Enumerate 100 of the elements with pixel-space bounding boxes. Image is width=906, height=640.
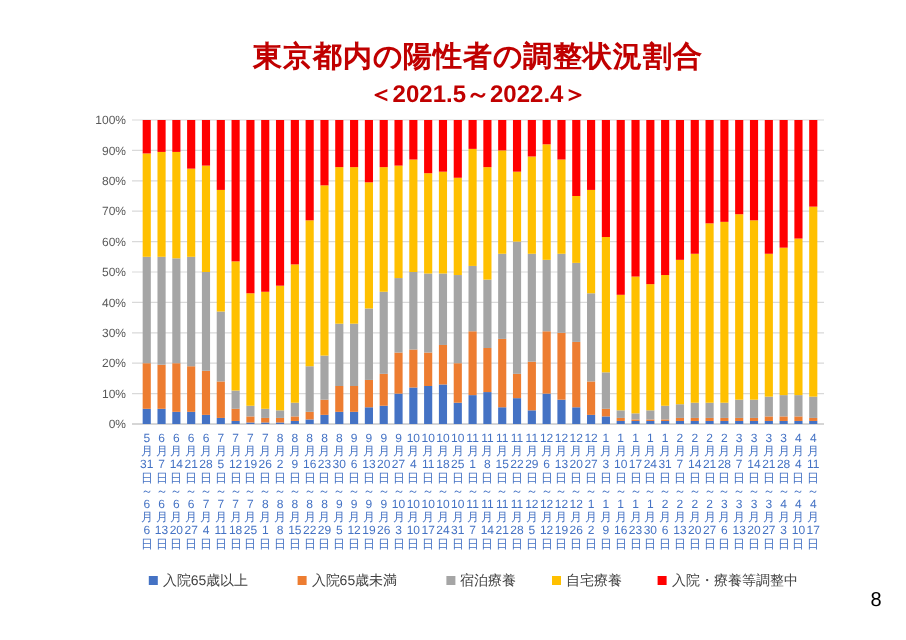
bar [498, 407, 507, 424]
bar [498, 338, 507, 408]
bar [157, 151, 166, 257]
bar [201, 120, 211, 166]
bar [779, 247, 788, 396]
bar [512, 171, 522, 242]
bar [468, 148, 477, 266]
bar [187, 120, 196, 169]
chart-title: 東京都内の陽性者の調整状況割合 [251, 38, 703, 74]
bar [483, 279, 492, 348]
bar [424, 173, 433, 274]
bar [379, 167, 388, 292]
bar [187, 168, 196, 257]
bar [275, 285, 285, 411]
bar [157, 408, 166, 424]
bar [616, 410, 625, 418]
bar [320, 399, 329, 415]
bar [498, 150, 507, 254]
bar [261, 408, 270, 418]
bar [587, 414, 596, 424]
bar [350, 120, 359, 168]
bar [305, 366, 314, 412]
bar [364, 407, 373, 424]
bar [779, 395, 788, 417]
bar [157, 120, 166, 152]
bar [587, 120, 596, 190]
bar [305, 220, 314, 367]
bar [557, 399, 566, 424]
bar [172, 258, 181, 364]
bar [246, 120, 255, 294]
bar [542, 393, 551, 424]
bar [364, 308, 373, 380]
bar [187, 411, 196, 424]
bar [616, 294, 625, 411]
bar [705, 120, 714, 224]
bar [409, 387, 418, 424]
bar [453, 402, 462, 424]
bar [735, 214, 744, 400]
bar [453, 177, 462, 276]
bar [587, 381, 596, 415]
bar [350, 167, 359, 324]
bar [305, 411, 314, 420]
bar [468, 120, 477, 149]
bar [498, 120, 507, 151]
bar [557, 159, 566, 254]
bar [290, 264, 299, 403]
bar [646, 120, 655, 285]
bar [483, 348, 492, 393]
bar [453, 363, 462, 403]
bar [542, 331, 551, 394]
bar [453, 120, 462, 178]
bar [142, 408, 151, 424]
bar [424, 120, 433, 174]
bar [646, 410, 655, 420]
bar [720, 221, 729, 403]
bar [646, 284, 655, 411]
bar [142, 363, 151, 409]
bar [379, 291, 388, 374]
bar [483, 392, 492, 424]
bar [601, 120, 610, 238]
bar [335, 120, 344, 168]
bar [527, 253, 536, 362]
bar [172, 120, 181, 152]
bar [809, 206, 818, 397]
bar [364, 182, 373, 309]
bar [764, 396, 773, 417]
bar [231, 120, 240, 262]
bar [468, 265, 477, 332]
bar [735, 399, 744, 418]
bar [231, 261, 240, 391]
bar [542, 259, 551, 332]
bar [364, 379, 373, 408]
bar [201, 165, 211, 272]
bar [705, 402, 714, 418]
bar [557, 332, 566, 400]
text: 8 [870, 590, 882, 612]
bar [172, 363, 181, 412]
bar [409, 349, 418, 388]
bar [305, 120, 314, 221]
bar [320, 414, 329, 424]
bar [409, 159, 418, 272]
bar [187, 256, 196, 367]
bar [438, 344, 448, 385]
bar [142, 153, 151, 257]
bar [246, 293, 255, 406]
bar [749, 399, 759, 418]
bar [527, 361, 536, 411]
bar [557, 120, 566, 160]
bar [320, 185, 329, 356]
bar [409, 120, 418, 160]
bar [572, 196, 581, 263]
bar [379, 405, 388, 424]
bar [394, 352, 403, 394]
bar [764, 253, 773, 397]
bar [335, 386, 344, 412]
bar [735, 120, 744, 215]
bar [394, 393, 403, 424]
bar [275, 410, 285, 418]
bar [572, 341, 581, 408]
bar [231, 390, 240, 409]
